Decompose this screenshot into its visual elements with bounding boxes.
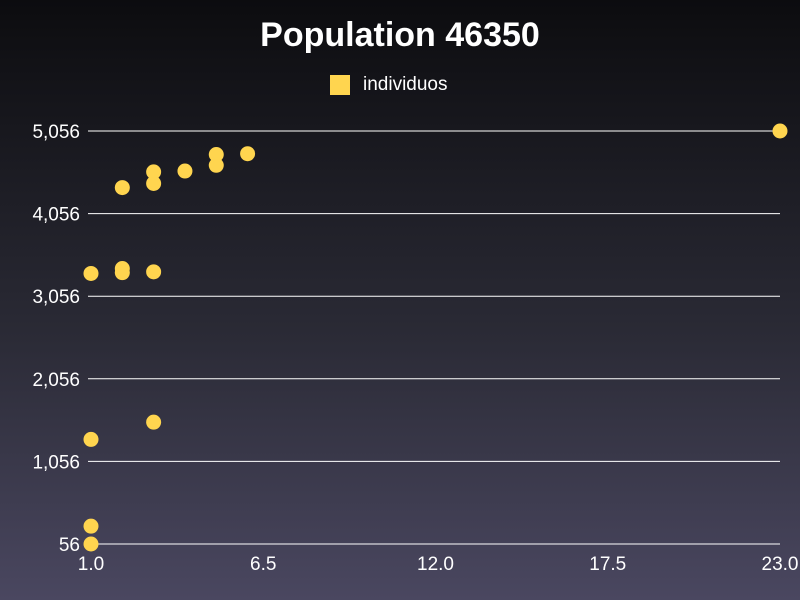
- x-tick-label: 12.0: [417, 554, 454, 575]
- data-point: [83, 536, 99, 552]
- data-point: [114, 180, 130, 196]
- y-axis-ticks: 5,056 4,056 3,056 2,056 1,056 56: [32, 122, 80, 556]
- data-point: [240, 146, 256, 162]
- y-tick-label: 2,056: [32, 370, 80, 391]
- x-tick-label: 23.0: [762, 554, 799, 575]
- x-axis-ticks: 1.0 6.5 12.0 17.5 23.0: [78, 554, 799, 575]
- data-point: [83, 265, 99, 281]
- y-tick-label: 3,056: [32, 287, 80, 308]
- y-tick-label: 4,056: [32, 205, 80, 226]
- data-point: [83, 431, 99, 447]
- y-tick-label: 1,056: [32, 452, 80, 473]
- data-point: [114, 265, 130, 281]
- legend-swatch: [330, 75, 350, 95]
- data-point: [177, 163, 193, 179]
- grid-lines: [88, 130, 780, 545]
- data-point: [146, 164, 162, 180]
- y-tick-label: 5,056: [32, 122, 80, 143]
- y-tick-label: 56: [59, 535, 80, 556]
- data-point: [146, 414, 162, 430]
- x-tick-label: 17.5: [589, 554, 626, 575]
- data-point: [146, 264, 162, 280]
- legend: individuos: [330, 74, 448, 95]
- legend-label: individuos: [363, 74, 448, 95]
- chart-title: Population 46350: [260, 16, 540, 54]
- x-tick-label: 6.5: [250, 554, 276, 575]
- data-points: [83, 123, 788, 552]
- data-point: [146, 175, 162, 191]
- data-point: [208, 157, 224, 173]
- data-point: [208, 147, 224, 163]
- data-point: [83, 518, 99, 534]
- x-tick-label: 1.0: [78, 554, 104, 575]
- data-point: [772, 123, 788, 139]
